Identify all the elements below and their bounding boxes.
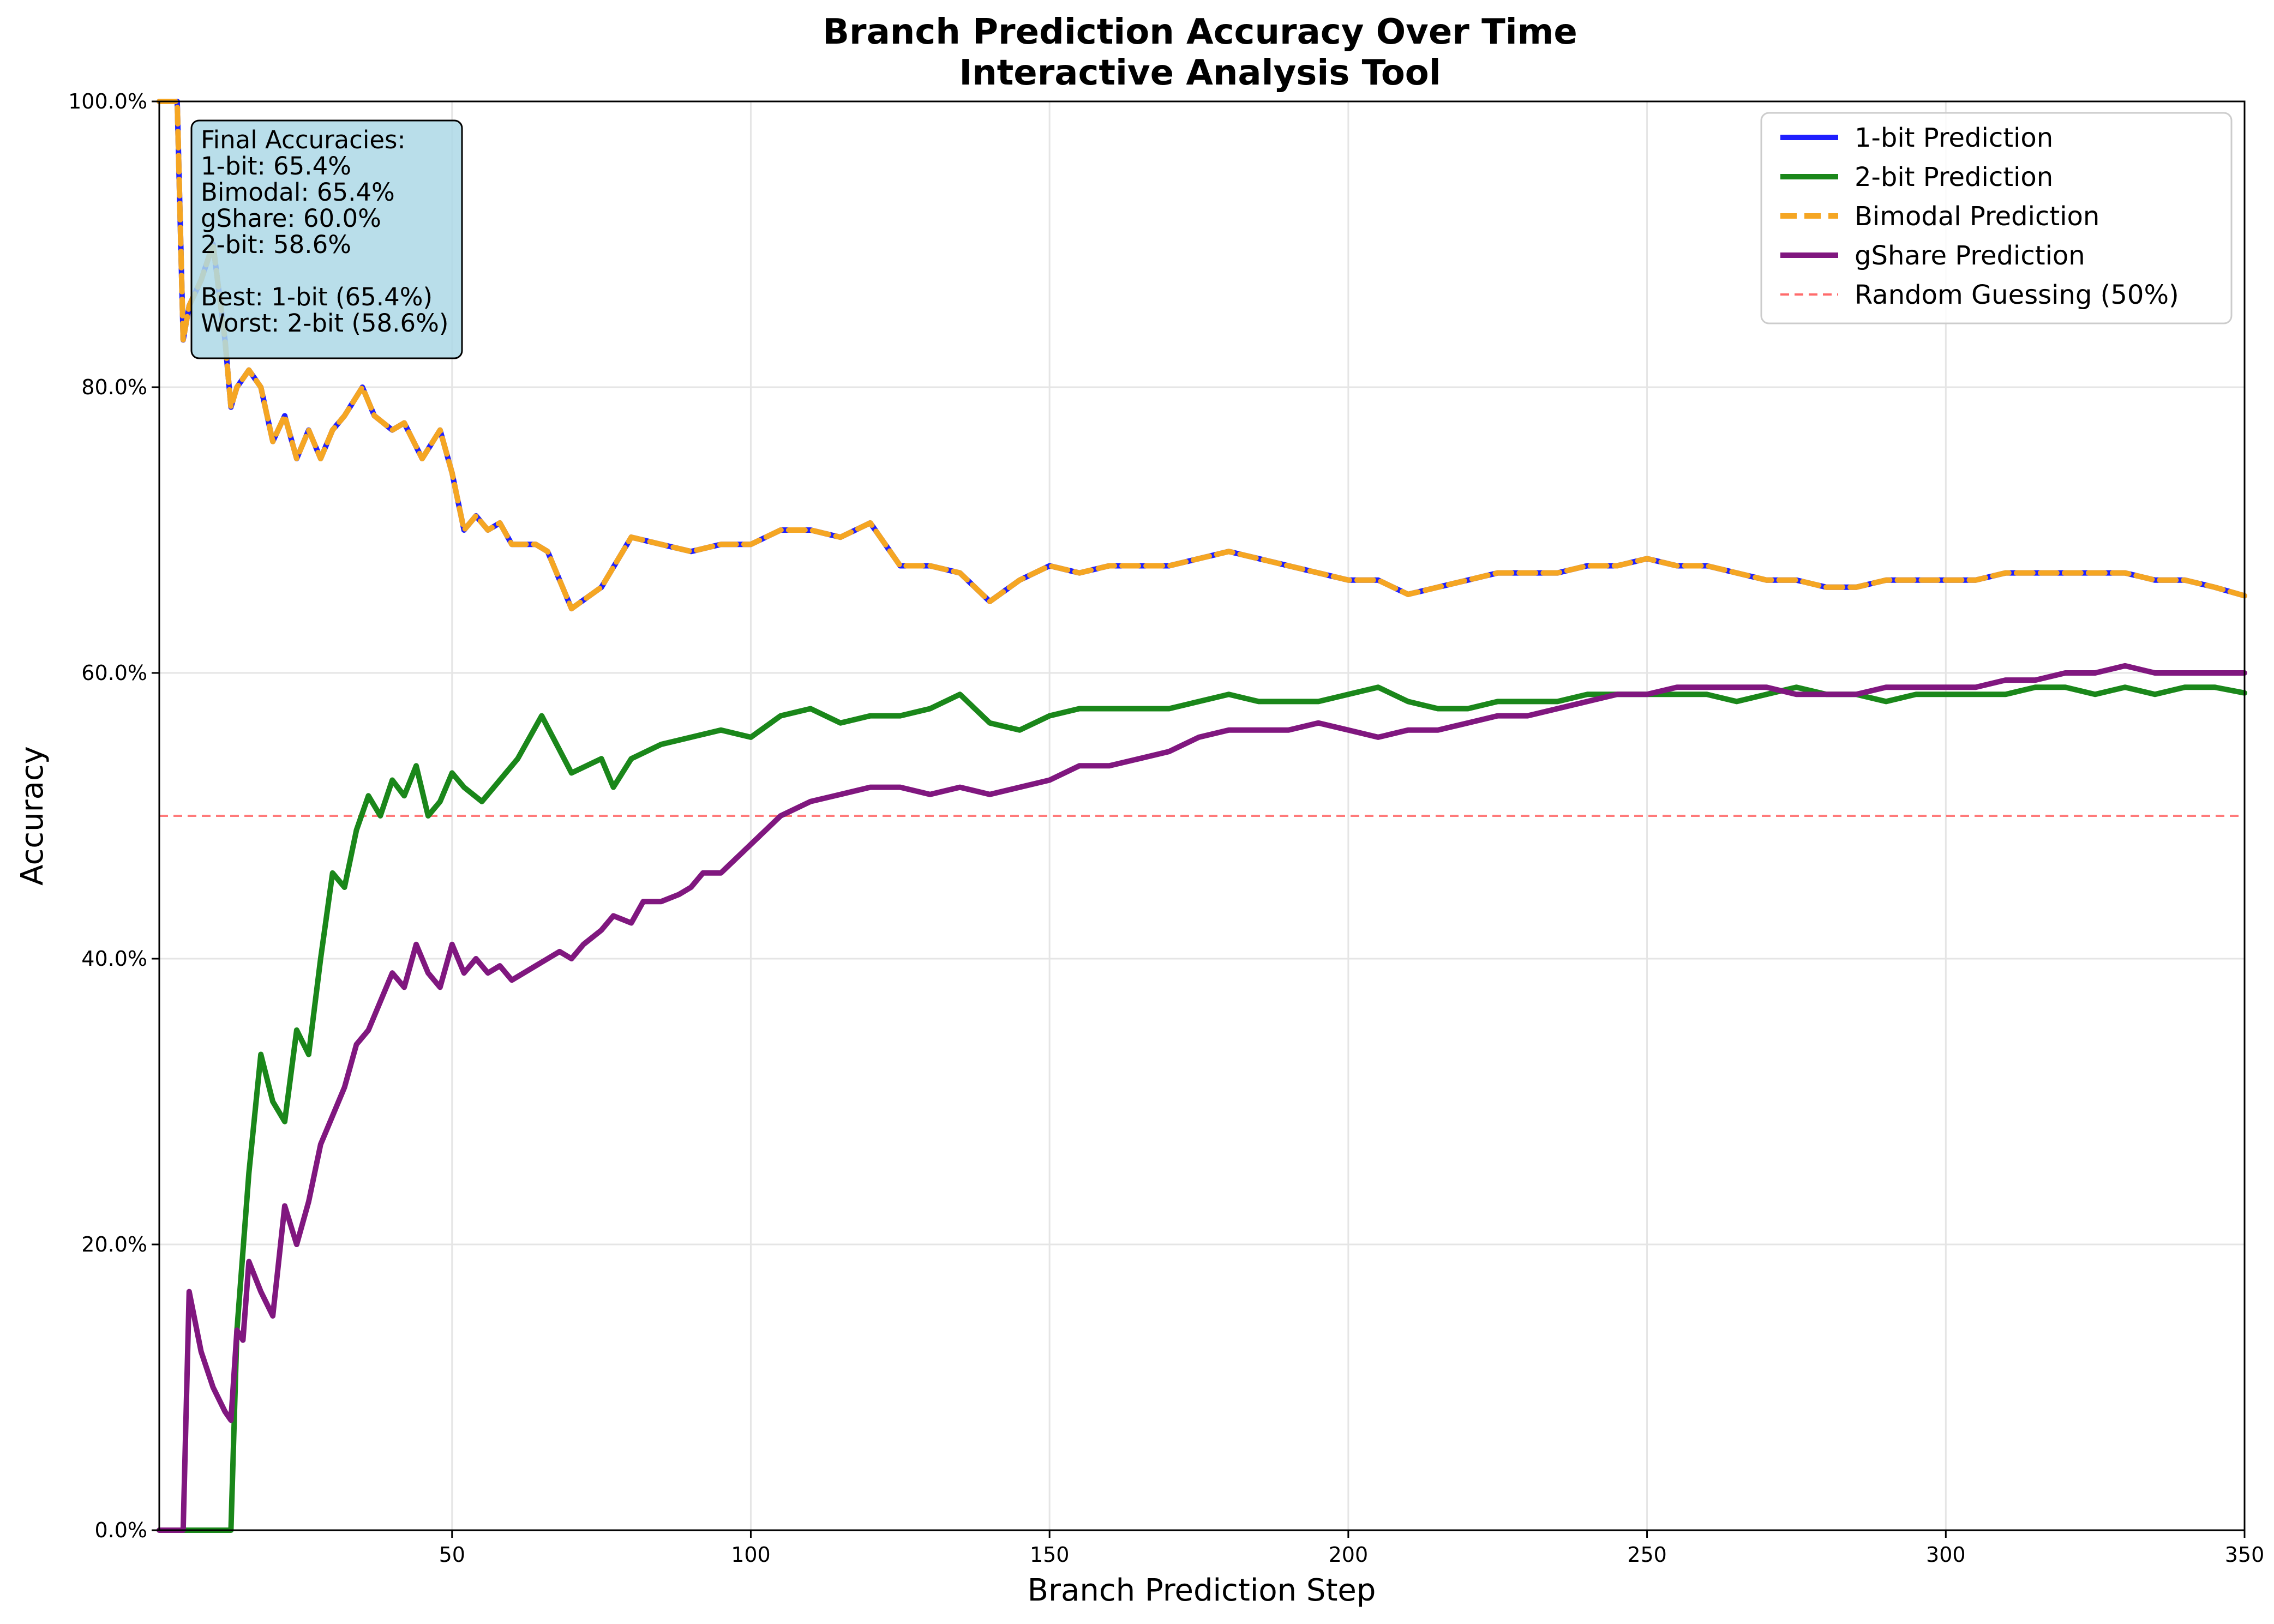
series-layer <box>157 99 2247 1533</box>
x-tick-label: 150 <box>1030 1543 1070 1567</box>
annotation-line: 1-bit: 65.4% <box>201 152 351 181</box>
annotation-box <box>190 119 463 359</box>
series-line-bimodal-prediction <box>157 99 2247 612</box>
y-tick-label: 100.0% <box>68 89 147 113</box>
x-tick-label: 200 <box>1329 1543 1369 1567</box>
y-tick-label: 0.0% <box>94 1518 147 1542</box>
chart-subtitle: Interactive Analysis Tool <box>959 53 1441 93</box>
legend-label: gShare Prediction <box>1855 240 2085 271</box>
x-tick-label: 250 <box>1627 1543 1667 1567</box>
legend: 1-bit Prediction 2-bit Prediction Bimodal … <box>1760 112 2233 324</box>
plot-frame <box>158 100 2246 1531</box>
x-tick-label: 350 <box>2225 1543 2265 1567</box>
y-tick-label: 60.0% <box>81 661 147 685</box>
y-tick-label: 80.0% <box>81 375 147 399</box>
x-tick-label: 300 <box>1926 1543 1966 1567</box>
chart-title: Branch Prediction Accuracy Over Time <box>823 12 1577 52</box>
legend-label: 1-bit Prediction <box>1855 123 2053 153</box>
stats-annotation: Final Accuracies:1-bit: 65.4%Bimodal: 65… <box>190 119 463 359</box>
annotation-line: 2-bit: 58.6% <box>201 230 351 259</box>
y-axis-label: Accuracy <box>15 746 50 886</box>
annotation-line: Best: 1-bit (65.4%) <box>201 282 433 311</box>
x-tick-label: 100 <box>731 1543 771 1567</box>
annotation-line: Worst: 2-bit (58.6%) <box>201 309 448 338</box>
legend-label: 2-bit Prediction <box>1855 162 2053 193</box>
series-line-gshare-prediction <box>157 663 2247 1533</box>
y-tick-label: 40.0% <box>81 947 147 971</box>
annotation-line: Bimodal: 65.4% <box>201 178 395 207</box>
series-line-2-bit-prediction <box>157 684 2247 1533</box>
legend-label: Random Guessing (50%) <box>1855 280 2179 310</box>
annotation-line: Final Accuracies: <box>201 125 406 154</box>
legend-label: Bimodal Prediction <box>1855 201 2099 232</box>
annotation-line: gShare: 60.0% <box>201 204 381 233</box>
x-tick-label: 50 <box>439 1543 465 1567</box>
y-tick-label: 20.0% <box>81 1232 147 1256</box>
x-axis-label: Branch Prediction Step <box>1028 1573 1376 1608</box>
legend-box <box>1760 112 2233 324</box>
tick-layer: 50 100 150 200 250 300 350 0.0% 20.0% 40.0% 60.0% 8… <box>68 89 2264 1567</box>
